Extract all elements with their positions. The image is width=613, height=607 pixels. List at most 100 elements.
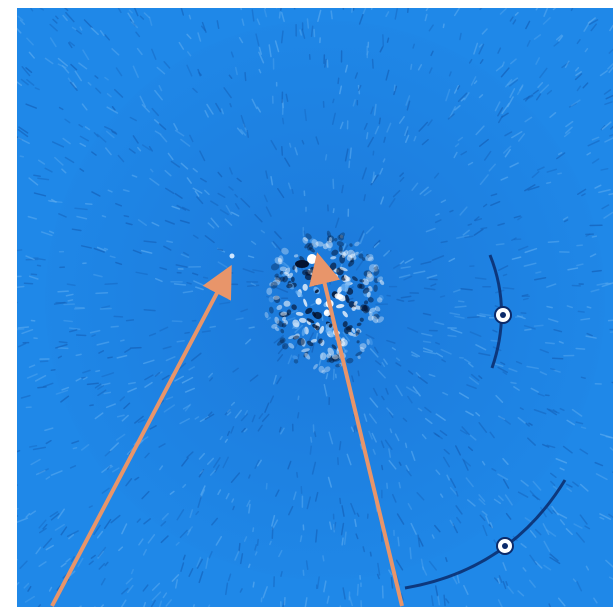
speckle: [248, 285, 259, 286]
speckle: [16, 250, 22, 251]
speckle: [38, 265, 41, 266]
speckle: [546, 343, 555, 344]
speckle: [441, 296, 445, 297]
speckle: [18, 327, 28, 328]
speckle: [326, 155, 327, 160]
speckle: [14, 516, 18, 519]
speckle: [258, 540, 259, 546]
speckle: [96, 293, 107, 294]
speckle: [576, 348, 584, 349]
speckle: [496, 244, 503, 245]
speckle: [448, 335, 456, 336]
speckle: [253, 528, 254, 531]
speckle: [578, 311, 584, 312]
speckle: [548, 241, 558, 242]
planet-core: [500, 312, 506, 318]
speckle: [73, 448, 76, 449]
speckle: [516, 316, 523, 317]
speckle: [592, 271, 601, 272]
speckle: [388, 38, 389, 42]
page: {} (() => { const data = JSON.parse(docu…: [0, 0, 613, 607]
speckle: [340, 498, 341, 503]
speckle: [16, 329, 23, 330]
speckle: [468, 317, 479, 318]
speckle: [210, 326, 215, 327]
speckle: [101, 308, 112, 309]
speckle: [504, 274, 507, 275]
astronomy-image: [0, 0, 613, 607]
speckle: [481, 228, 486, 229]
speckle: [298, 413, 299, 418]
speckle: [342, 538, 343, 545]
speckle: [114, 316, 122, 317]
speckle: [281, 572, 282, 577]
speckle: [370, 552, 371, 555]
speckle: [592, 236, 596, 237]
speckle: [525, 329, 531, 330]
speckle: [96, 371, 99, 372]
speckle: [408, 3, 409, 12]
speckle: [279, 12, 280, 18]
speckle: [424, 341, 431, 342]
speckle: [297, 473, 298, 477]
speckle: [282, 147, 283, 155]
planet-core: [502, 543, 508, 549]
speckle: [105, 249, 108, 250]
speckle: [38, 387, 46, 388]
speckle: [298, 396, 299, 399]
speckle: [333, 209, 334, 212]
speckle: [582, 427, 586, 428]
speckle: [124, 216, 128, 217]
speckle: [399, 483, 400, 488]
speckle: [204, 277, 208, 278]
speckle: [15, 286, 23, 287]
faint-source: [230, 254, 235, 259]
speckle: [185, 333, 189, 334]
speckle: [249, 475, 250, 478]
star-center: [307, 254, 317, 264]
speckle: [587, 307, 590, 308]
speckle: [177, 341, 184, 342]
speckle: [8, 303, 17, 305]
speckle: [310, 446, 311, 454]
speckle: [76, 354, 81, 355]
star-shadow: [295, 260, 309, 268]
speckle: [410, 548, 411, 559]
speckle: [444, 595, 445, 605]
speckle: [536, 272, 541, 273]
speckle: [290, 143, 291, 147]
speckle: [379, 118, 380, 123]
speckle: [455, 306, 466, 307]
speckle: [90, 405, 93, 406]
speckle: [446, 558, 447, 562]
speckle: [245, 73, 246, 81]
speckle: [249, 327, 254, 328]
speckle: [511, 383, 516, 384]
speckle: [307, 19, 308, 28]
speckle: [406, 443, 407, 447]
speckle: [68, 300, 72, 301]
speckle: [409, 300, 414, 301]
speckle: [459, 301, 464, 302]
speckle: [105, 284, 117, 285]
speckle: [581, 377, 585, 378]
speckle: [20, 156, 23, 157]
speckle: [323, 556, 324, 561]
speckle: [283, 118, 284, 123]
speckle: [311, 437, 312, 442]
speckle: [609, 320, 613, 321]
speckle: [334, 525, 335, 532]
speckle: [558, 173, 561, 174]
speckle: [108, 357, 112, 358]
speckle: [338, 78, 339, 83]
speckle: [301, 536, 302, 541]
speckle: [281, 5, 282, 10]
speckle: [331, 11, 332, 19]
speckle: [350, 148, 351, 158]
speckle: [14, 560, 17, 564]
speckle: [315, 298, 321, 305]
speckle: [111, 326, 118, 327]
speckle: [239, 544, 240, 551]
speckle: [292, 190, 293, 194]
speckle: [353, 0, 354, 10]
